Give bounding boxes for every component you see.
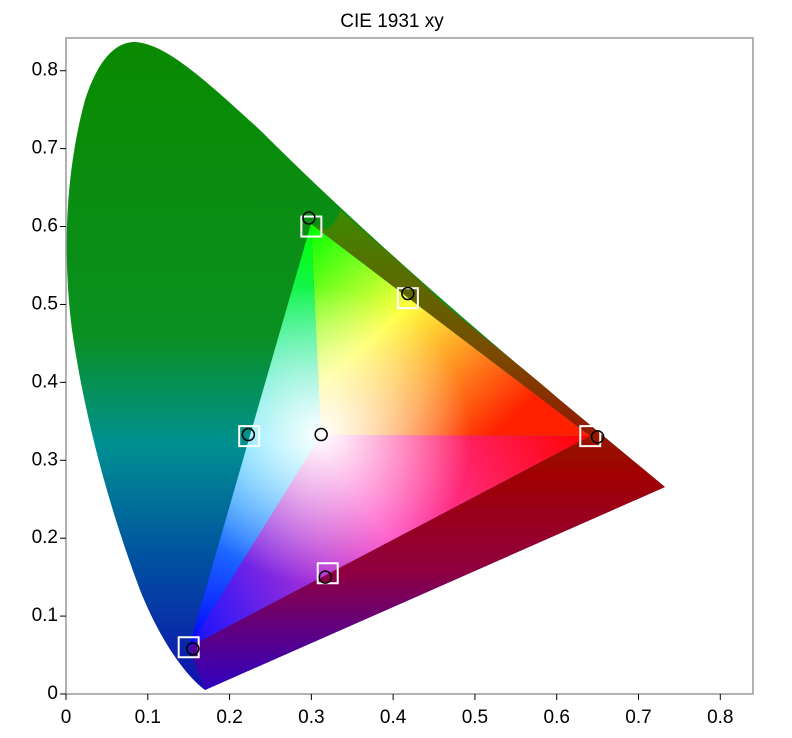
target-marker	[300, 215, 323, 238]
y-tick-label: 0.6	[32, 216, 58, 237]
x-tick-label: 0	[61, 707, 72, 728]
measured-marker	[318, 570, 333, 584]
measured-marker	[314, 427, 328, 442]
measured-marker	[401, 286, 415, 301]
white-point-glow	[189, 224, 590, 647]
chart-title: CIE 1931 xy	[340, 11, 444, 32]
target-marker	[238, 425, 261, 448]
x-tick-label: 0.2	[216, 707, 242, 728]
y-tick-label: 0	[47, 683, 58, 704]
y-tick-label: 0.2	[32, 527, 58, 548]
measured-marker	[302, 211, 316, 225]
measured-marker	[241, 427, 256, 442]
x-tick-label: 0.3	[298, 707, 324, 728]
y-tick-label: 0.3	[32, 449, 58, 470]
x-tick-label: 0.1	[135, 707, 161, 728]
outer-gamut-region	[189, 210, 665, 690]
y-tick-label: 0.7	[32, 138, 58, 159]
y-tick-label: 0.8	[32, 60, 58, 81]
x-tick-label: 0.6	[544, 707, 570, 728]
x-tick-label: 0.8	[707, 707, 733, 728]
measured-marker	[590, 430, 605, 444]
y-tick-label: 0.4	[32, 371, 59, 392]
target-marker	[579, 425, 602, 448]
measured-marker	[186, 642, 200, 656]
y-tick-label: 0.1	[32, 605, 58, 626]
plot-layer: 0 0.1 0.2 0.3 0.4 0.5 0.6 0.7 0.8 0 0.1 0.2 0.3 0.4 0.…	[32, 60, 734, 728]
y-tick-label: 0.5	[32, 293, 58, 314]
x-tick-label: 0.4	[380, 707, 407, 728]
x-tick-label: 0.5	[462, 707, 488, 728]
x-tick-label: 0.7	[625, 707, 651, 728]
